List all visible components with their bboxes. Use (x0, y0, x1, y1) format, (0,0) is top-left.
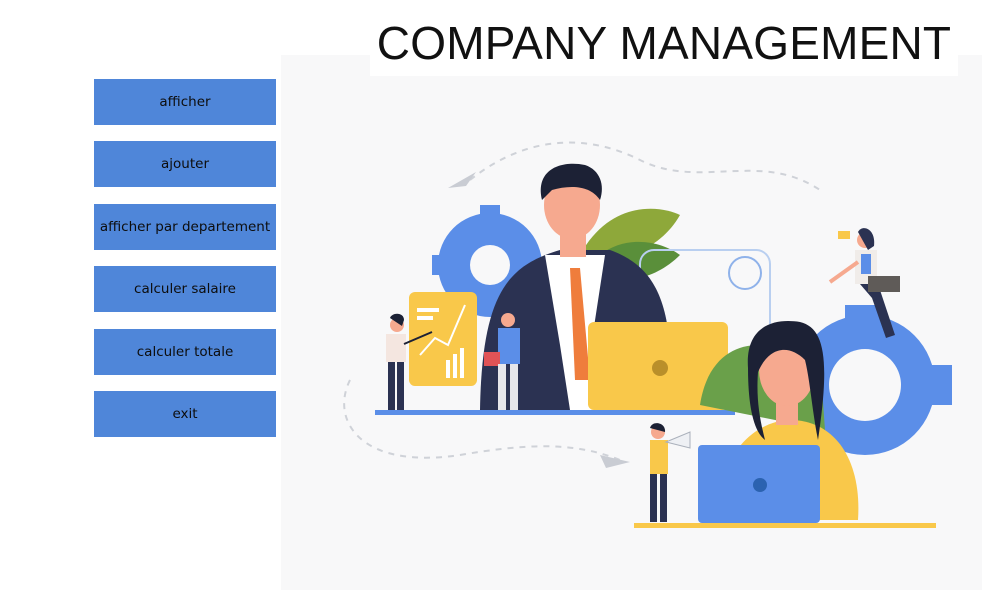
megaphone-man-icon (650, 423, 691, 522)
ajouter-button[interactable]: ajouter (94, 141, 276, 187)
title-box: COMPANY MANAGEMENT (370, 14, 958, 76)
page-title: COMPANY MANAGEMENT (376, 17, 952, 69)
laptop-woman-icon (828, 228, 900, 338)
arrow-icon (448, 172, 476, 188)
calculer-salaire-button[interactable]: calculer salaire (94, 266, 276, 312)
desk-line-lower (634, 523, 936, 528)
presenter-woman-icon (386, 313, 433, 410)
desk-line (375, 410, 735, 415)
folder-man-icon (484, 313, 520, 410)
gear-icon-right (795, 305, 952, 455)
chart-card-icon (409, 292, 477, 386)
business-team-illustration (343, 141, 952, 528)
woman-laptop-icon (698, 321, 859, 523)
circle-outline (728, 256, 762, 290)
calculer-totale-button[interactable]: calculer totale (94, 329, 276, 375)
dashed-path (469, 141, 821, 191)
arrow-icon-lower (600, 455, 630, 468)
afficher-button[interactable]: afficher (94, 79, 276, 125)
afficher-par-departement-button[interactable]: afficher par departement (94, 204, 276, 250)
dashed-path-lower (343, 379, 621, 461)
leaf-icon (580, 208, 680, 259)
exit-button[interactable]: exit (94, 391, 276, 437)
